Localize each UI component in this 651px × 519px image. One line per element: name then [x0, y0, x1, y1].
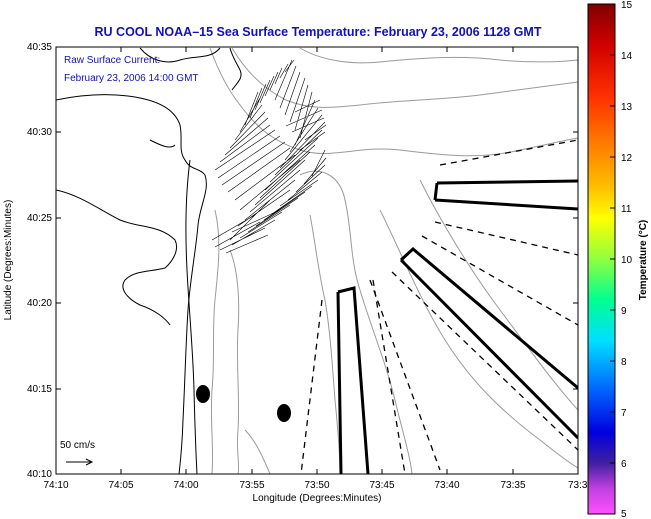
station-marker	[277, 404, 291, 422]
y-tick-label: 40:35	[27, 42, 52, 53]
y-tick-label: 40:30	[27, 127, 52, 138]
colorbar-tick-label: 6	[621, 459, 627, 470]
current-annotation-line2: February 23, 2006 14:00 GMT	[64, 73, 199, 84]
map-area	[56, 47, 578, 474]
y-tick-label: 40:10	[27, 469, 52, 480]
colorbar-tick-label: 15	[621, 0, 633, 11]
colorbar-tick-label: 10	[621, 255, 633, 266]
scale-label: 50 cm/s	[60, 440, 95, 451]
y-tick-label: 40:25	[27, 213, 52, 224]
x-tick-label: 73:45	[369, 480, 394, 491]
x-tick-label: 73:40	[434, 480, 459, 491]
x-tick-label: 73:35	[500, 480, 525, 491]
station-marker	[196, 385, 210, 403]
colorbar-tick-label: 8	[621, 357, 627, 368]
y-tick-label: 40:20	[27, 298, 52, 309]
x-tick-label: 74:05	[108, 480, 133, 491]
colorbar-label: Temperature (°C)	[638, 220, 649, 301]
chart-title: RU COOL NOAA–15 Sea Surface Temperature:…	[95, 25, 542, 39]
colorbar-tick-label: 7	[621, 408, 627, 419]
sector-outlines	[336, 179, 578, 474]
x-tick-label: 73:3	[568, 480, 588, 491]
colorbar-ticks	[610, 3, 615, 515]
x-tick-marks	[55, 47, 579, 474]
x-tick-label: 73:55	[239, 480, 264, 491]
map-background	[56, 47, 578, 474]
x-axis-label: Longitude (Degrees:Minutes)	[253, 493, 382, 504]
scale-arrow	[66, 458, 94, 466]
colorbar-tick-label: 14	[621, 51, 633, 62]
colorbar-tick-label: 12	[621, 153, 633, 164]
radial-dashed-lines	[300, 139, 578, 474]
colorbar-tick-label: 5	[621, 509, 627, 519]
y-tick-label: 40:15	[27, 384, 52, 395]
y-tick-marks	[56, 46, 578, 475]
x-tick-label: 74:10	[43, 480, 68, 491]
coastline	[56, 47, 242, 474]
current-annotation-line1: Raw Surface Current:	[64, 55, 160, 66]
colorbar-tick-labels: 15 14 13 12 11 10 9 8 7 6 5	[621, 0, 633, 519]
current-vectors	[211, 59, 327, 254]
colorbar-tick-label: 11	[621, 204, 632, 215]
y-tick-labels: 40:35 40:30 40:25 40:20 40:15 40:10	[27, 42, 52, 480]
y-axis-label: Latitude (Degrees:Minutes)	[3, 200, 14, 321]
x-tick-label: 73:50	[304, 480, 329, 491]
x-tick-labels: 74:10 74:05 74:00 73:55 73:50 73:45 73:4…	[43, 480, 587, 491]
colorbar-tick-label: 13	[621, 102, 633, 113]
x-tick-label: 74:00	[173, 480, 198, 491]
colorbar-tick-label: 9	[621, 306, 627, 317]
